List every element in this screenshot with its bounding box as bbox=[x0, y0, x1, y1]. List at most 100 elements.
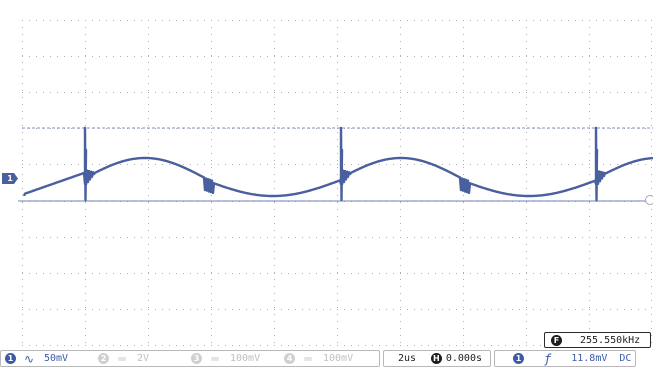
graticule-dot bbox=[281, 237, 282, 238]
channel-1-scale: 50mV bbox=[44, 353, 69, 364]
graticule-dot bbox=[211, 76, 212, 77]
graticule-dot bbox=[316, 20, 317, 21]
graticule-dot bbox=[22, 272, 23, 273]
graticule-dot bbox=[631, 273, 632, 274]
graticule-dot bbox=[477, 309, 478, 310]
graticule-dot bbox=[631, 20, 632, 21]
graticule-dot bbox=[358, 20, 359, 21]
graticule-dot bbox=[295, 56, 296, 57]
graticule-dot bbox=[211, 83, 212, 84]
graticule-dot bbox=[337, 139, 338, 140]
graticule-dot bbox=[645, 164, 646, 165]
graticule-dot bbox=[638, 20, 639, 21]
graticule-dot bbox=[85, 314, 86, 315]
graticule-dot bbox=[22, 164, 23, 165]
graticule-dot bbox=[337, 209, 338, 210]
graticule-dot bbox=[463, 265, 464, 266]
graticule-dot bbox=[575, 164, 576, 165]
graticule-dot bbox=[162, 309, 163, 310]
graticule-dot bbox=[274, 300, 275, 301]
graticule-dot bbox=[421, 273, 422, 274]
graticule-dot bbox=[197, 237, 198, 238]
trigger-position-marker[interactable] bbox=[645, 195, 653, 205]
graticule-dot bbox=[148, 216, 149, 217]
graticule-dot bbox=[596, 273, 597, 274]
graticule-dot bbox=[239, 56, 240, 57]
graticule-dot bbox=[218, 273, 219, 274]
trigger-settings[interactable]: 1 ƒ 11.8mV DC bbox=[494, 350, 636, 367]
graticule-dot bbox=[211, 307, 212, 308]
graticule-dot bbox=[498, 237, 499, 238]
graticule-dot bbox=[85, 345, 86, 346]
graticule-dot bbox=[50, 237, 51, 238]
graticule-dot bbox=[148, 279, 149, 280]
graticule-dot bbox=[386, 345, 387, 346]
graticule-dot bbox=[22, 34, 23, 35]
graticule-dot bbox=[246, 20, 247, 21]
channel-1-settings[interactable]: 1 ∿ 50mV bbox=[5, 352, 98, 366]
graticule-dot bbox=[190, 164, 191, 165]
graticule-dot bbox=[78, 237, 79, 238]
graticule-dot bbox=[22, 279, 23, 280]
graticule-dot bbox=[519, 345, 520, 346]
graticule-dot bbox=[22, 55, 23, 56]
graticule-dot bbox=[211, 286, 212, 287]
horizontal-position-icon: H bbox=[430, 353, 442, 364]
graticule-dot bbox=[183, 345, 184, 346]
graticule-dot bbox=[204, 273, 205, 274]
dc-coupling-icon: ═ bbox=[118, 351, 126, 366]
graticule-dot bbox=[274, 76, 275, 77]
graticule-dot bbox=[400, 92, 401, 93]
graticule-dot bbox=[589, 48, 590, 49]
channel-3-settings[interactable]: 3 ═ 100mV bbox=[191, 352, 284, 366]
channel-4-settings[interactable]: 4 ═ 100mV bbox=[284, 352, 377, 366]
graticule-dot bbox=[22, 167, 23, 168]
graticule-dot bbox=[589, 273, 590, 274]
graticule-dot bbox=[400, 223, 401, 224]
dc-coupling-icon: ═ bbox=[304, 351, 312, 366]
graticule-dot bbox=[400, 56, 401, 57]
graticule-dot bbox=[22, 20, 23, 21]
graticule-dot bbox=[85, 293, 86, 294]
graticule-dot bbox=[253, 273, 254, 274]
graticule-dot bbox=[386, 273, 387, 274]
timebase-settings[interactable]: 2us H 0.000s bbox=[383, 350, 491, 367]
graticule-dot bbox=[400, 118, 401, 119]
graticule-dot bbox=[344, 309, 345, 310]
graticule-dot bbox=[351, 309, 352, 310]
graticule-dot bbox=[85, 62, 86, 63]
graticule-dot bbox=[120, 92, 121, 93]
graticule-dot bbox=[463, 273, 464, 274]
graticule-dot bbox=[589, 160, 590, 161]
graticule-dot bbox=[596, 92, 597, 93]
graticule-dot bbox=[141, 128, 142, 129]
graticule-dot bbox=[526, 265, 527, 266]
graticule-dot bbox=[43, 237, 44, 238]
graticule-dot bbox=[29, 237, 30, 238]
graticule-dot bbox=[589, 307, 590, 308]
graticule-dot bbox=[106, 164, 107, 165]
graticule-dot bbox=[43, 345, 44, 346]
graticule-dot bbox=[651, 188, 652, 189]
channel-1-marker[interactable]: 1 bbox=[2, 173, 18, 184]
graticule-dot bbox=[610, 164, 611, 165]
graticule-dot bbox=[435, 92, 436, 93]
graticule-dot bbox=[400, 244, 401, 245]
graticule-dot bbox=[274, 92, 275, 93]
graticule-dot bbox=[603, 237, 604, 238]
graticule-dot bbox=[281, 128, 282, 129]
graticule-dot bbox=[526, 90, 527, 91]
graticule-dot bbox=[85, 92, 86, 93]
graticule-dot bbox=[267, 20, 268, 21]
graticule-dot bbox=[589, 258, 590, 259]
graticule-dot bbox=[407, 164, 408, 165]
graticule-dot bbox=[57, 273, 58, 274]
graticule-dot bbox=[127, 20, 128, 21]
graticule-dot bbox=[519, 309, 520, 310]
graticule-dot bbox=[141, 92, 142, 93]
graticule-dot bbox=[463, 251, 464, 252]
graticule-dot bbox=[57, 345, 58, 346]
graticule-dot bbox=[211, 237, 212, 238]
channel-2-settings[interactable]: 2 ═ 2V bbox=[98, 352, 191, 366]
graticule-dot bbox=[582, 56, 583, 57]
